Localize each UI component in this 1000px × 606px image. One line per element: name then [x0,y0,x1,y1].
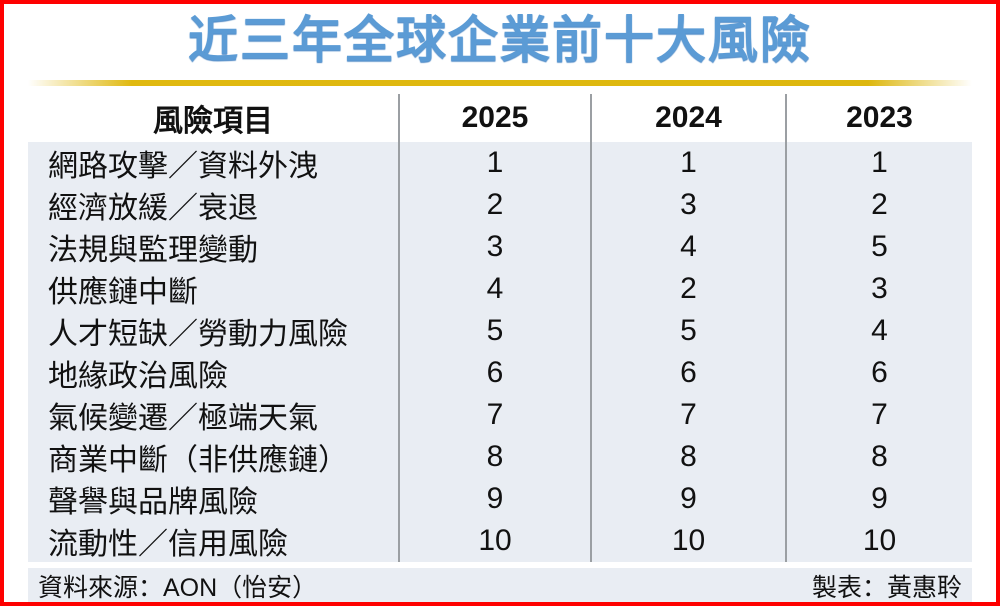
rank-2024: 5 [590,310,785,352]
credit-label: 製表：黃惠聆 [811,573,962,602]
rank-2023: 10 [785,520,972,562]
rank-2025: 8 [398,436,590,478]
rank-2023: 5 [785,226,972,268]
rank-2025: 4 [398,268,590,310]
rank-2024: 9 [590,478,785,520]
risk-item-label: 經濟放緩／衰退 [48,192,258,225]
column-header-2023: 2023 [785,94,972,142]
rank-2023: 1 [785,142,972,184]
risk-item-label: 網路攻擊／資料外洩 [48,150,318,183]
rank-2023: 4 [785,310,972,352]
table-row: 氣候變遷／極端天氣 7 7 7 [28,394,972,436]
rank-2024: 3 [590,184,785,226]
rank-2024: 2 [590,268,785,310]
table-row: 法規與監理變動 3 4 5 [28,226,972,268]
risk-ranking-table: 風險項目 2025 2024 2023 網路攻擊／資料外洩 1 1 1 經濟放緩… [28,94,972,562]
rank-2023: 3 [785,268,972,310]
table-row: 商業中斷（非供應鏈） 8 8 8 [28,436,972,478]
source-label: 資料來源：AON（怡安） [38,573,318,602]
rank-2024: 7 [590,394,785,436]
page-title: 近三年全球企業前十大風險 [188,12,812,68]
risk-item-label: 聲譽與品牌風險 [48,486,258,519]
rank-2025: 10 [398,520,590,562]
rank-2024: 10 [590,520,785,562]
rank-2024: 6 [590,352,785,394]
rank-2024: 4 [590,226,785,268]
rank-2023: 9 [785,478,972,520]
rank-2025: 9 [398,478,590,520]
column-header-2025: 2025 [398,94,590,142]
table-row: 網路攻擊／資料外洩 1 1 1 [28,142,972,184]
risk-item-label: 地緣政治風險 [48,360,228,393]
column-header-risk-item: 風險項目 [153,105,273,138]
rank-2025: 6 [398,352,590,394]
rank-2024: 1 [590,142,785,184]
table-row: 地緣政治風險 6 6 6 [28,352,972,394]
rank-2025: 7 [398,394,590,436]
rank-2023: 8 [785,436,972,478]
table-header-row: 風險項目 2025 2024 2023 [28,94,972,142]
table-row: 供應鏈中斷 4 2 3 [28,268,972,310]
column-header-2024: 2024 [590,94,785,142]
rank-2023: 6 [785,352,972,394]
rank-2023: 2 [785,184,972,226]
rank-2024: 8 [590,436,785,478]
risk-item-label: 流動性／信用風險 [48,528,288,561]
table-row: 聲譽與品牌風險 9 9 9 [28,478,972,520]
rank-2025: 3 [398,226,590,268]
risk-item-label: 商業中斷（非供應鏈） [48,444,348,477]
risk-item-label: 供應鏈中斷 [48,276,198,309]
table-row: 流動性／信用風險 10 10 10 [28,520,972,562]
risk-item-label: 法規與監理變動 [48,234,258,267]
table-row: 經濟放緩／衰退 2 3 2 [28,184,972,226]
risk-item-label: 氣候變遷／極端天氣 [48,402,318,435]
title-underline-rule [28,80,972,86]
rank-2025: 2 [398,184,590,226]
rank-2023: 7 [785,394,972,436]
risk-item-label: 人才短缺／勞動力風險 [48,318,348,351]
rank-2025: 5 [398,310,590,352]
table-row: 人才短缺／勞動力風險 5 5 4 [28,310,972,352]
rank-2025: 1 [398,142,590,184]
table-footer: 資料來源：AON（怡安） 製表：黃惠聆 [28,568,972,602]
